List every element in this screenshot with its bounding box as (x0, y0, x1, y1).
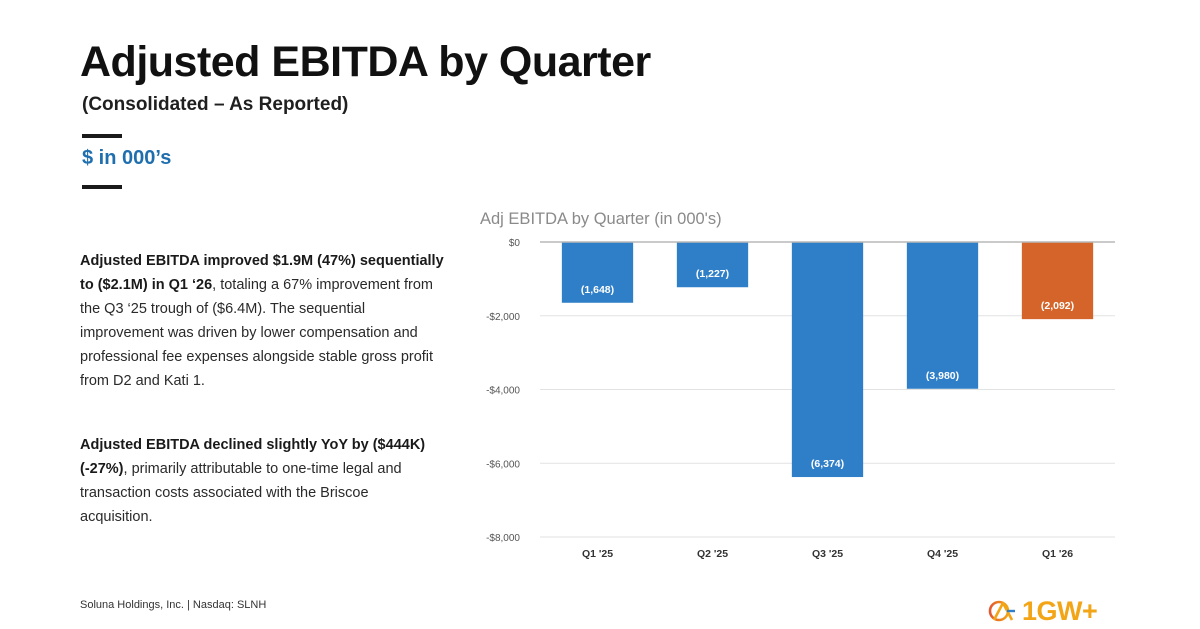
commentary-2-highlight: Adjusted EBITDA declined slightly YoY by… (80, 437, 426, 477)
units-label: $ in 000’s (82, 147, 172, 169)
company-logo: 1GW+ (988, 596, 1098, 626)
bar (676, 242, 749, 288)
y-tick-label: -$8,000 (486, 533, 520, 544)
y-tick-label: -$6,000 (486, 459, 520, 470)
y-tick-label: -$2,000 (486, 312, 520, 323)
page-title: Adjusted EBITDA by Quarter (80, 38, 651, 86)
logo-text: 1GW+ (1022, 596, 1098, 626)
bar (1021, 242, 1094, 320)
x-tick-label: Q1 '25 (582, 548, 613, 560)
x-tick-label: Q1 '26 (1042, 548, 1073, 560)
bar (791, 242, 864, 478)
bar (906, 242, 979, 389)
commentary-paragraph-1: Adjusted EBITDA improved $1.9M (47%) seq… (80, 249, 445, 393)
footer-company: Soluna Holdings, Inc. | Nasdaq: SLNH (80, 599, 267, 611)
bar (561, 242, 634, 303)
commentary-1-highlight: Adjusted EBITDA improved $1.9M (47%) seq… (80, 253, 444, 293)
commentary-paragraph-2: Adjusted EBITDA declined slightly YoY by… (80, 433, 445, 529)
ebitda-bar-chart: Adj EBITDA by Quarter (in 000's) $0 -$2,00… (480, 210, 1115, 560)
soluna-logo-icon (988, 600, 1015, 622)
data-label: (2,092) (1041, 300, 1074, 312)
chart-title: Adj EBITDA by Quarter (in 000's) (480, 210, 722, 228)
divider-top (82, 134, 122, 138)
divider-bottom (82, 185, 122, 189)
data-label: (6,374) (811, 458, 844, 470)
x-tick-label: Q2 '25 (697, 548, 728, 560)
data-label: (1,648) (581, 284, 614, 296)
data-label: (3,980) (926, 370, 959, 382)
commentary-1-text: , totaling a 67% improvement from the Q3… (80, 277, 434, 389)
y-tick-label: $0 (509, 238, 521, 249)
x-tick-label: Q4 '25 (927, 548, 958, 560)
data-label: (1,227) (696, 268, 729, 280)
x-tick-label: Q3 '25 (812, 548, 843, 560)
page-subtitle: (Consolidated – As Reported) (82, 94, 349, 115)
commentary-2-text: , primarily attributable to one-time leg… (80, 461, 402, 525)
y-tick-label: -$4,000 (486, 386, 520, 397)
